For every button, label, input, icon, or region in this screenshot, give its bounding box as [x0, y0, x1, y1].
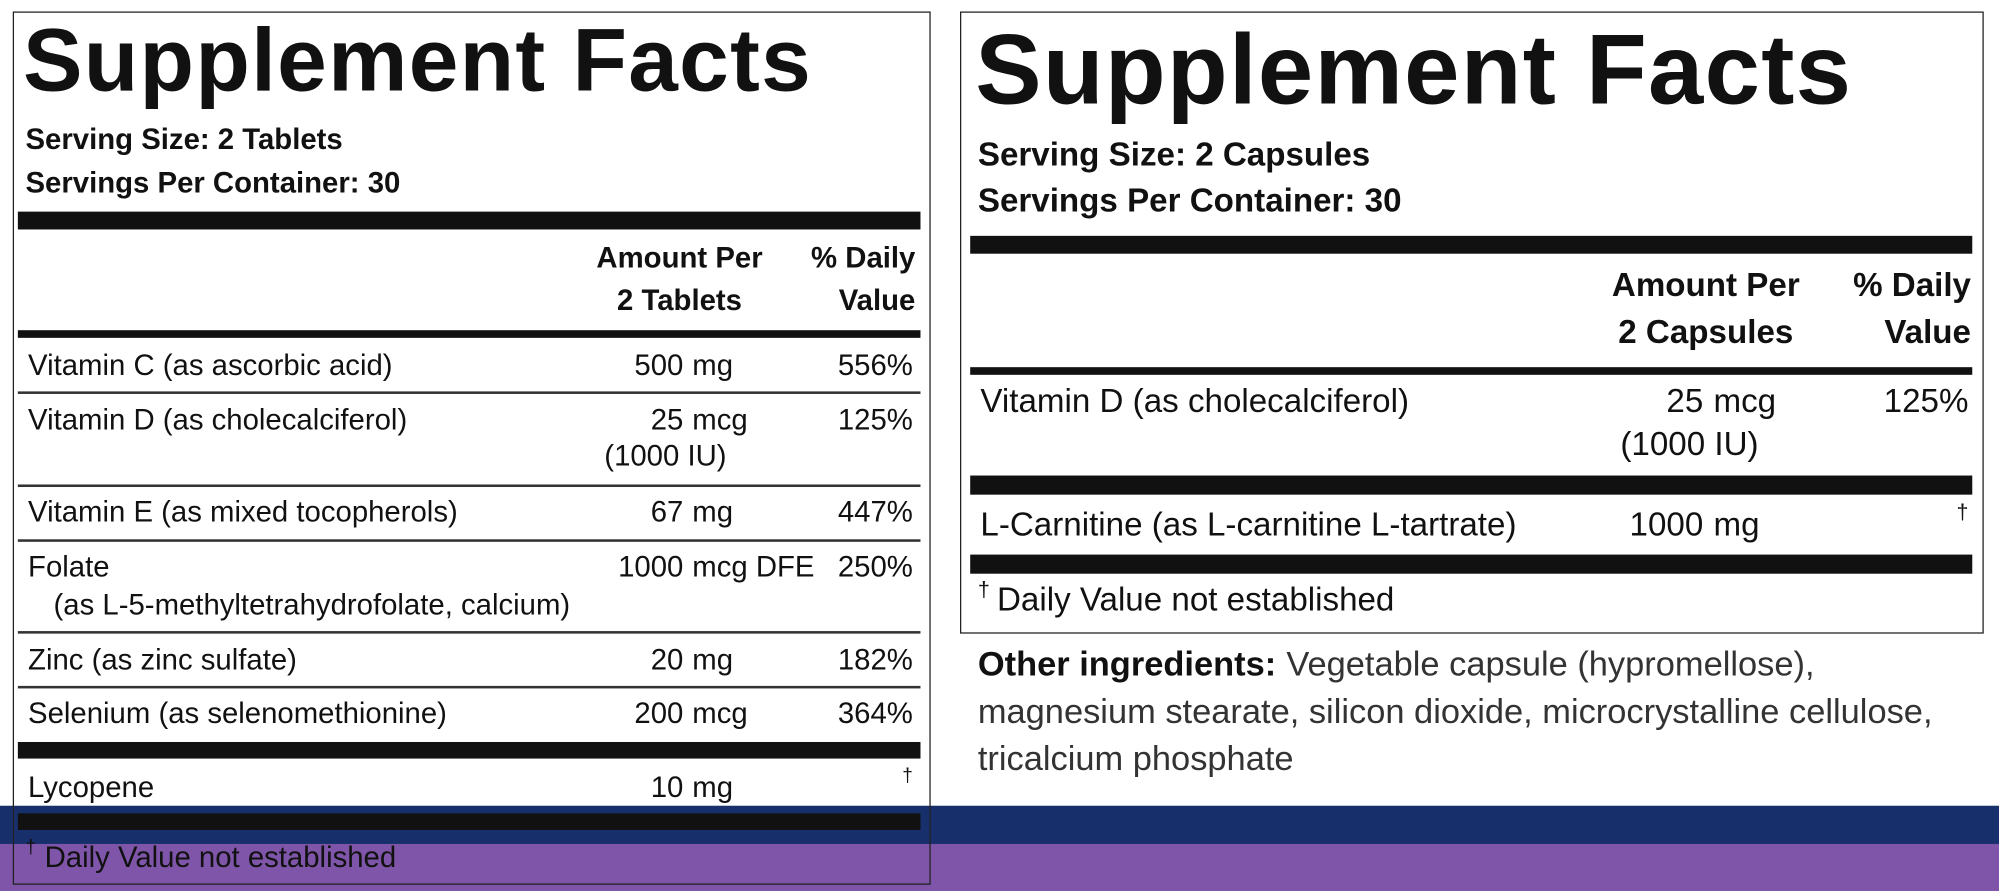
- amount-unit: mg: [1713, 505, 1760, 544]
- daily-value: †: [1956, 499, 1969, 524]
- nutrient-name: Selenium (as selenomethionine): [28, 696, 447, 730]
- footnote-text: Daily Value not established: [44, 840, 397, 874]
- amount-unit: mg: [692, 770, 734, 804]
- nutrient-name: Vitamin D (as cholecalciferol): [980, 381, 1410, 420]
- daily-value: 250%: [837, 549, 913, 583]
- footnote-text: Daily Value not established: [996, 580, 1395, 619]
- daily-value: 182%: [837, 642, 913, 676]
- servings-per-container: Servings Per Container: 30: [977, 181, 1402, 220]
- amount-qty: 200: [634, 696, 684, 730]
- thick-rule: [970, 554, 1973, 574]
- amount-secondary: (1000 IU): [604, 438, 727, 472]
- nutrient-name: Folate: [28, 549, 110, 583]
- nutrient-name: Vitamin C (as ascorbic acid): [28, 348, 393, 382]
- servings-per-container: Servings Per Container: 30: [25, 165, 401, 200]
- nutrient-name: Vitamin D (as cholecalciferol): [28, 403, 408, 437]
- amount-qty: 25: [650, 403, 684, 437]
- amount-unit: mcg: [1713, 381, 1777, 420]
- amount-qty: 1000: [1629, 505, 1704, 544]
- amount-qty: 10: [650, 770, 684, 804]
- nutrient-subname: (as L-5-methyltetrahydrofolate, calcium): [53, 587, 571, 622]
- dv-header: Value: [1884, 312, 1971, 352]
- amount-header: Amount Per: [596, 241, 763, 275]
- panel-title: Supplement Facts: [975, 12, 1853, 125]
- amount-header: 2 Tablets: [617, 283, 742, 317]
- dv-header: Value: [838, 283, 916, 317]
- header-rule: [970, 367, 1973, 375]
- dv-header: % Daily: [811, 241, 916, 275]
- serving-size: Serving Size: 2 Capsules: [977, 135, 1371, 174]
- other-ingredients-label: Other ingredients:: [977, 645, 1277, 684]
- serving-size: Serving Size: 2 Tablets: [25, 122, 343, 156]
- daily-value: 556%: [837, 348, 913, 382]
- row-rule: [17, 631, 921, 633]
- amount-qty: 67: [650, 494, 684, 529]
- purple-band: [0, 843, 1999, 891]
- daily-value: 125%: [837, 403, 913, 437]
- amount-unit: mcg: [692, 403, 748, 437]
- row-rule: [17, 391, 921, 394]
- footnote-symbol: †: [25, 836, 37, 859]
- nutrient-name: L-Carnitine (as L-carnitine L-tartrate): [980, 505, 1517, 544]
- amount-unit: mcg DFE: [692, 549, 815, 583]
- daily-value: †: [902, 764, 913, 787]
- amount-unit: mg: [692, 348, 734, 382]
- row-rule: [17, 484, 921, 487]
- amount-unit: mg: [692, 642, 734, 676]
- amount-header: 2 Capsules: [1618, 312, 1794, 352]
- row-rule: [17, 539, 921, 542]
- daily-value: 447%: [837, 494, 913, 529]
- panel-title: Supplement Facts: [22, 9, 812, 110]
- row-rule: [17, 685, 921, 688]
- amount-unit: mcg: [692, 696, 748, 730]
- nutrient-name: Vitamin E (as mixed tocopherols): [28, 494, 458, 529]
- panel-box: [12, 11, 931, 885]
- nutrient-name: Zinc (as zinc sulfate): [28, 642, 297, 676]
- daily-value: 125%: [1883, 381, 1969, 420]
- footnote-symbol: †: [977, 577, 990, 602]
- thick-rule: [17, 741, 921, 759]
- thick-rule: [17, 211, 921, 230]
- amount-unit: mg: [692, 494, 734, 529]
- amount-secondary: (1000 IU): [1620, 425, 1759, 464]
- nutrient-name: Lycopene: [28, 770, 155, 804]
- amount-qty: 500: [634, 348, 684, 382]
- other-ingredients: Other ingredients: Vegetable capsule (hyp…: [978, 641, 1972, 783]
- other-ingredients-text: Vegetable capsule (hypromellose), magnes…: [977, 645, 1933, 778]
- thick-rule: [970, 475, 1973, 495]
- amount-header: Amount Per: [1611, 265, 1800, 304]
- amount-qty: 1000: [618, 549, 684, 583]
- panel-box: [959, 11, 1984, 634]
- header-rule: [17, 330, 921, 338]
- thick-rule: [970, 235, 1973, 254]
- amount-qty: 25: [1666, 381, 1704, 420]
- dv-header: % Daily: [1853, 265, 1971, 304]
- daily-value: 364%: [837, 696, 913, 730]
- thick-rule: [17, 813, 921, 830]
- amount-qty: 20: [650, 642, 684, 676]
